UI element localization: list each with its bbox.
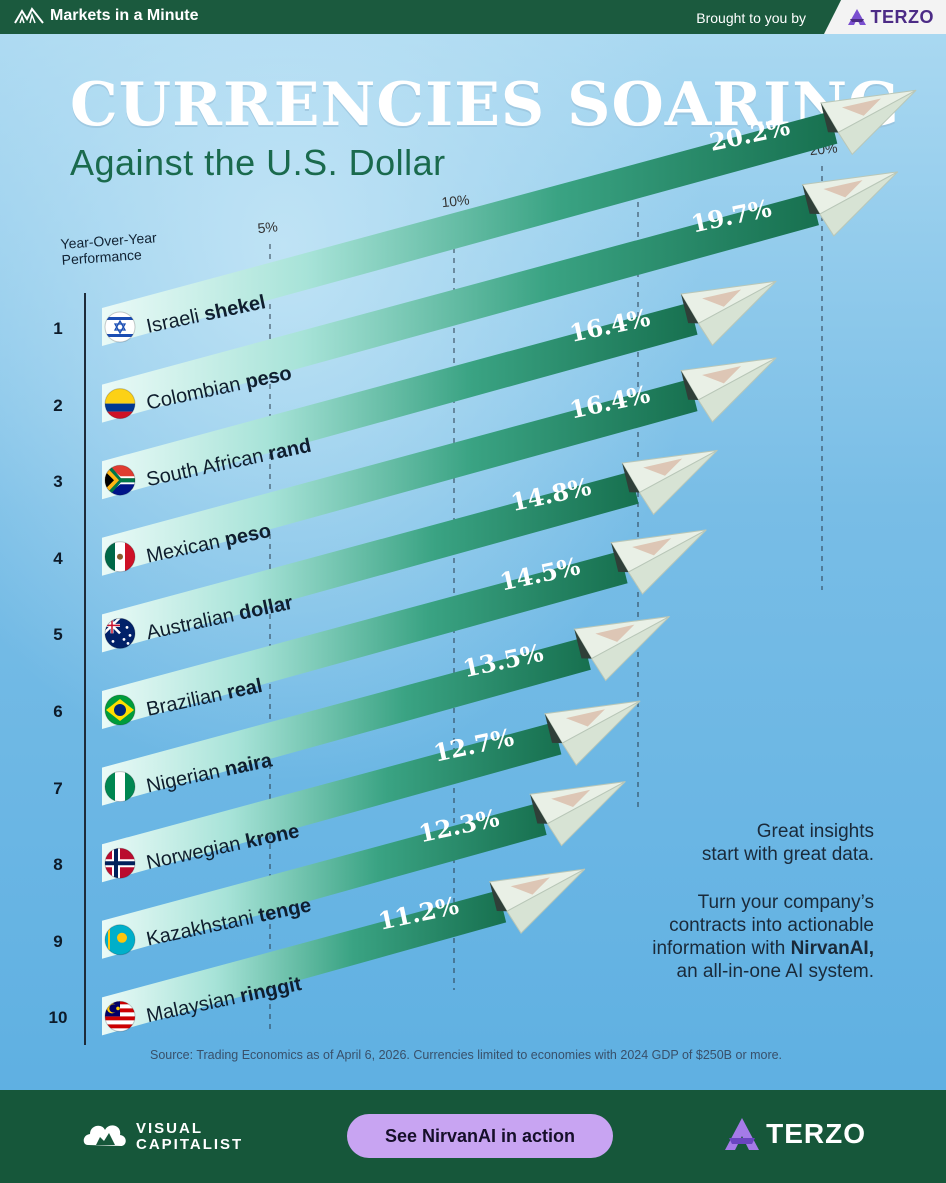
- insights-line3: Turn your company’s: [697, 892, 874, 913]
- sponsor-name-top: TERZO: [870, 6, 934, 27]
- insights-line1: Great insights: [756, 821, 874, 842]
- visual-capitalist-icon: [83, 1125, 126, 1146]
- bar-australia: [102, 471, 639, 653]
- mexico-flag-icon: [104, 541, 136, 573]
- rank-axis-line: [84, 293, 86, 1045]
- rank-number: 2: [53, 395, 63, 415]
- bar-nigeria: [102, 637, 591, 806]
- paper-plane-icon: [529, 781, 626, 847]
- brought-to-you-by: Brought to you by: [696, 10, 806, 26]
- nigeria-flag-icon: [104, 771, 136, 803]
- top-bar: Markets in a Minute Brought to you by TE…: [0, 0, 946, 34]
- israel-flag-icon: [104, 311, 136, 343]
- paper-plane-icon: [544, 700, 641, 766]
- insights-line5: information with NirvanAI,: [652, 937, 874, 960]
- visual-capitalist-logo[interactable]: VISUAL CAPITALIST: [82, 1117, 243, 1157]
- kazakhstan-flag-icon: [104, 924, 136, 956]
- rank-number: 7: [53, 778, 63, 798]
- insights-product-name: NirvanAI,: [790, 938, 874, 959]
- sponsor-name-footer: TERZO: [766, 1118, 866, 1149]
- paper-plane-icon: [820, 89, 917, 156]
- malaysia-flag-icon: [104, 1000, 136, 1032]
- sponsor-logo-top[interactable]: TERZO: [824, 0, 946, 34]
- rank-number: 6: [53, 702, 63, 721]
- insights-blurb: Great insights start with great data. Tu…: [652, 820, 874, 983]
- source-note: Source: Trading Economics as of April 6,…: [150, 1048, 783, 1062]
- bar-brazil: [102, 551, 628, 729]
- bar-norway: [102, 722, 562, 883]
- rank-number: 4: [53, 548, 63, 568]
- insights-line5-pre: information with: [652, 938, 791, 959]
- mountain-logo-icon: [14, 7, 44, 24]
- bar-mexico: [102, 379, 698, 576]
- terzo-logo-icon: [847, 9, 866, 25]
- insights-line2: start with great data.: [701, 844, 874, 865]
- page-title: CURRENCIES SOARING: [70, 70, 901, 140]
- paper-plane-icon: [680, 357, 777, 423]
- insights-line4: contracts into actionable: [669, 915, 874, 936]
- paper-plane-icon: [680, 280, 777, 347]
- colombia-flag-icon: [104, 388, 136, 420]
- brand-name: Markets in a Minute: [50, 7, 199, 24]
- terzo-logo-icon: [725, 1118, 760, 1150]
- bar-malaysia: [102, 890, 507, 1036]
- paper-plane-icon: [573, 615, 670, 682]
- bar-south-africa: [102, 302, 698, 500]
- vc-line2: CAPITALIST: [136, 1136, 244, 1153]
- rank-number: 9: [53, 931, 63, 951]
- rank-number: 1: [53, 319, 63, 338]
- brazil-flag-icon: [104, 694, 136, 726]
- see-nirvanai-button[interactable]: See NirvanAI in action: [347, 1114, 613, 1158]
- rank-number: 3: [53, 472, 63, 492]
- norway-flag-icon: [104, 847, 136, 879]
- rank-number: 5: [53, 625, 63, 645]
- south-africa-flag-icon: [104, 464, 136, 496]
- bar-israel: [102, 111, 838, 347]
- brand: Markets in a Minute: [14, 7, 198, 25]
- sponsor-logo-footer[interactable]: TERZO: [724, 1117, 866, 1151]
- tick-label: 10%: [441, 191, 471, 210]
- rank-number: 10: [48, 1008, 68, 1028]
- rank-number: 8: [53, 855, 63, 875]
- paper-plane-icon: [621, 449, 718, 516]
- page-subtitle: Against the U.S. Dollar: [70, 142, 446, 183]
- insights-line6: an all-in-one AI system.: [676, 961, 874, 982]
- tick-label: 5%: [257, 218, 279, 236]
- paper-plane-icon: [610, 529, 707, 595]
- paper-plane-icon: [488, 868, 586, 934]
- vc-line1: VISUAL: [136, 1120, 204, 1137]
- bar-kazakhstan: [102, 802, 547, 959]
- bar-colombia: [102, 193, 819, 423]
- paper-plane-icon: [801, 171, 899, 237]
